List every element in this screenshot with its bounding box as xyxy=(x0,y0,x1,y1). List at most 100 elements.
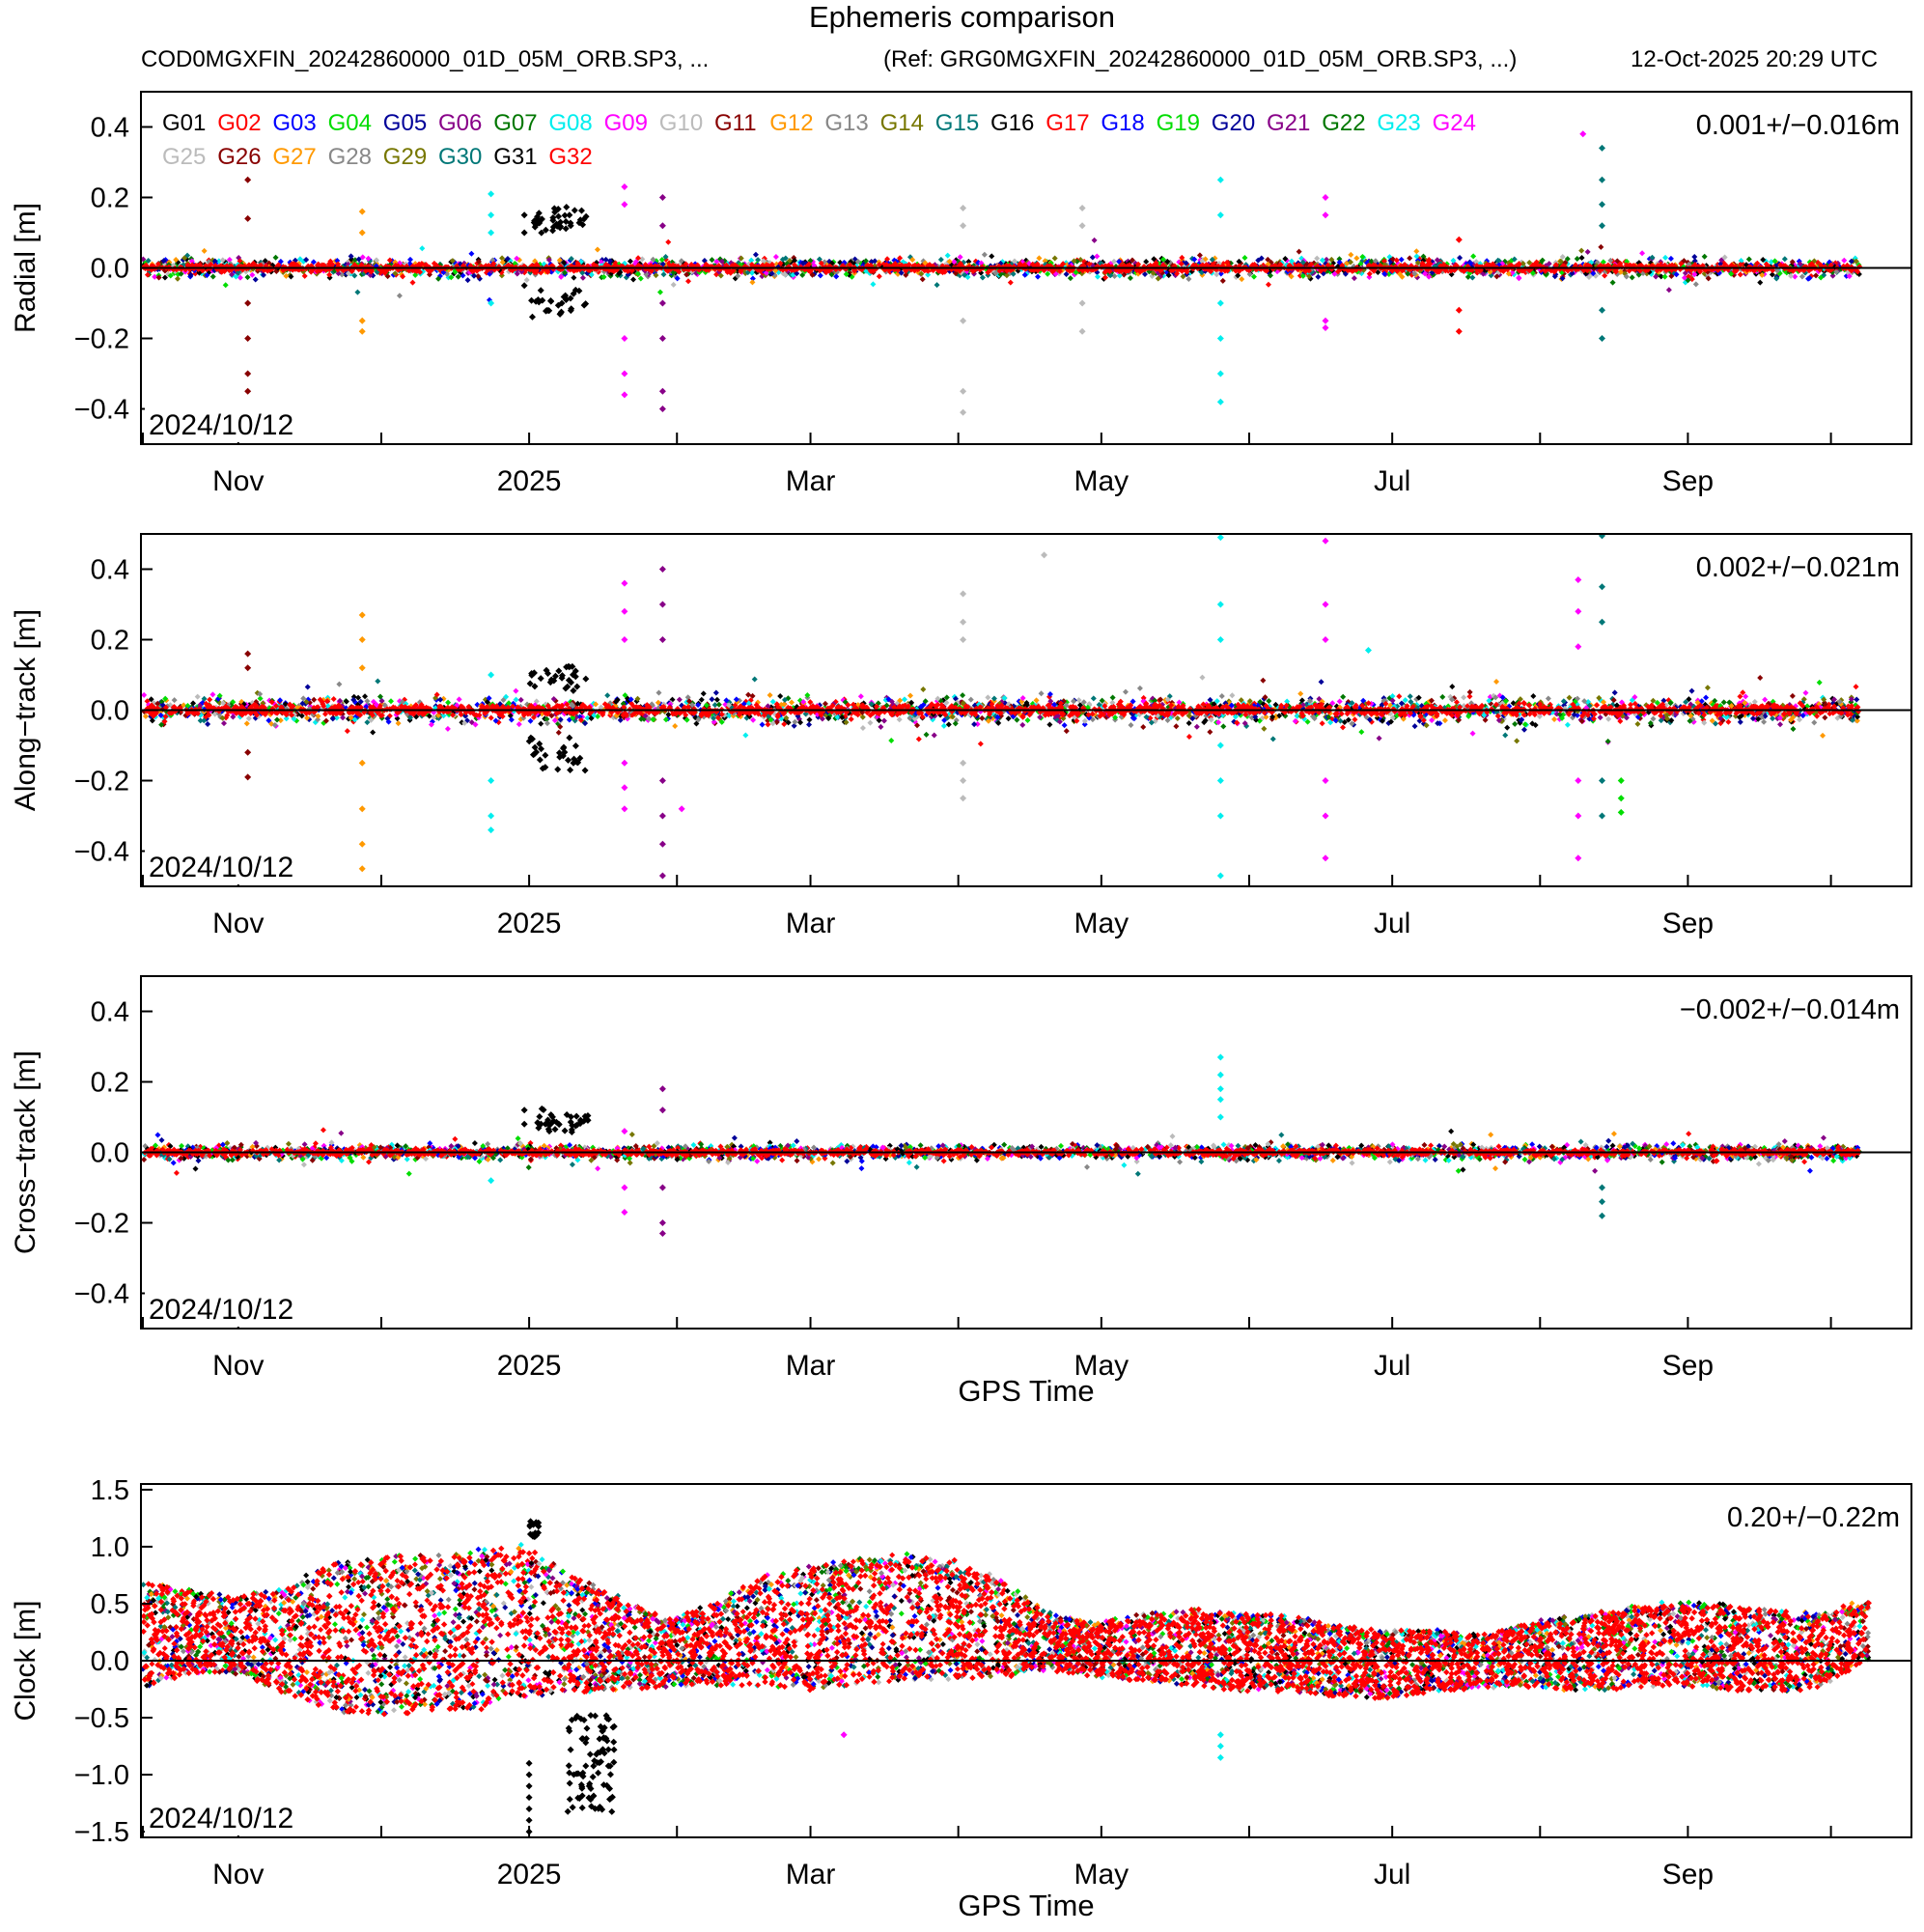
point-g15 xyxy=(660,271,667,278)
point-g26 xyxy=(244,214,252,222)
point-g08 xyxy=(1288,258,1295,265)
point-g23 xyxy=(419,245,426,252)
point-g05 xyxy=(1569,270,1575,277)
point-g13 xyxy=(1164,716,1171,723)
point-g10 xyxy=(782,271,789,278)
point-g10 xyxy=(670,281,677,288)
subtitle-generated-date: 12-Oct-2025 20:29 UTC xyxy=(1631,46,1878,73)
point-g08 xyxy=(925,271,932,278)
point-g32 xyxy=(1402,262,1408,268)
point-g15 xyxy=(755,257,762,264)
point-g32 xyxy=(258,262,265,268)
point-g19 xyxy=(600,273,607,280)
point-g22 xyxy=(1067,275,1074,282)
point-g12 xyxy=(358,317,366,324)
point-g19 xyxy=(1661,273,1668,280)
point-g24 xyxy=(1019,694,1026,701)
legend-item-g25: G25 xyxy=(162,144,206,170)
point-g22 xyxy=(1220,723,1227,730)
point-g12 xyxy=(897,697,904,704)
legend-item-g20: G20 xyxy=(1212,110,1255,136)
point-g32 xyxy=(1516,261,1522,267)
point-g24 xyxy=(1429,716,1436,723)
point-g24 xyxy=(514,255,520,262)
point-g29 xyxy=(174,275,181,282)
point-g13 xyxy=(300,695,307,702)
point-g30 xyxy=(934,282,940,289)
x-tick-label: 2025 xyxy=(497,465,562,497)
point-g05 xyxy=(470,272,477,279)
point-g23 xyxy=(1116,272,1123,279)
point-g32 xyxy=(1086,261,1093,267)
x-tick-label: May xyxy=(1074,465,1129,497)
point-g23 xyxy=(1232,714,1239,720)
y-tick-label: 0.2 xyxy=(91,183,129,214)
point-g31 xyxy=(1769,271,1775,278)
point-g03 xyxy=(674,275,681,282)
point-g15 xyxy=(1407,693,1413,700)
point-g23 xyxy=(1450,257,1457,264)
legend-item-g31: G31 xyxy=(493,144,537,170)
point-g11 xyxy=(1598,243,1604,250)
point-g04 xyxy=(634,270,641,277)
point-g05 xyxy=(1457,255,1464,262)
point-g27 xyxy=(672,722,679,729)
point-g15 xyxy=(979,274,986,281)
point-g32 xyxy=(1751,267,1758,274)
point-g02 xyxy=(1454,699,1461,706)
point-g27 xyxy=(946,258,953,265)
point-g28 xyxy=(1799,273,1805,280)
point-g20 xyxy=(1717,261,1724,267)
point-g28 xyxy=(1692,281,1699,288)
point-g28 xyxy=(1349,720,1355,727)
point-g25 xyxy=(760,258,767,265)
point-g09 xyxy=(551,717,558,724)
point-g10 xyxy=(1078,204,1086,211)
point-g26 xyxy=(1614,258,1621,265)
point-g21 xyxy=(335,270,342,277)
point-g29 xyxy=(1853,258,1859,265)
point-g30 xyxy=(145,258,152,265)
point-g03 xyxy=(1398,256,1405,263)
point-g12 xyxy=(1288,273,1295,280)
legend-item-g15: G15 xyxy=(935,110,979,136)
point-g26 xyxy=(244,299,252,307)
point-g32 xyxy=(405,267,412,274)
point-g13 xyxy=(1650,715,1657,722)
point-g32 xyxy=(289,261,295,267)
point-g21 xyxy=(1351,275,1357,282)
point-g10 xyxy=(523,277,530,284)
point-g06 xyxy=(1665,287,1672,294)
point-g01 xyxy=(792,257,798,264)
point-g11 xyxy=(1789,259,1796,266)
point-g19 xyxy=(1600,259,1606,266)
point-g08 xyxy=(1662,254,1669,261)
point-g30 xyxy=(1494,257,1501,264)
legend-item-g27: G27 xyxy=(272,144,316,170)
point-g26 xyxy=(1668,273,1675,280)
point-g29 xyxy=(1174,714,1181,721)
point-g32 xyxy=(1476,267,1483,274)
point-g32 xyxy=(1777,262,1784,268)
point-g09 xyxy=(1639,250,1646,257)
point-g18 xyxy=(1336,259,1343,266)
point-g22 xyxy=(709,257,715,264)
point-g14 xyxy=(181,255,188,262)
point-g22 xyxy=(455,273,461,280)
point-g06 xyxy=(658,406,666,412)
legend-item-g14: G14 xyxy=(880,110,924,136)
point-g22 xyxy=(1635,271,1642,278)
point-g06 xyxy=(1434,257,1440,264)
legend-item-g19: G19 xyxy=(1157,110,1200,136)
point-g29 xyxy=(1071,258,1077,265)
point-g32 xyxy=(314,268,321,275)
point-g30 xyxy=(1511,256,1518,263)
point-g25 xyxy=(1788,272,1795,279)
point-g24 xyxy=(957,254,963,261)
point-g16 xyxy=(562,225,570,233)
point-g10 xyxy=(1213,271,1220,278)
point-g22 xyxy=(435,275,442,282)
point-g11 xyxy=(475,258,482,265)
point-g05 xyxy=(1318,679,1324,686)
point-g32 xyxy=(1598,262,1604,268)
